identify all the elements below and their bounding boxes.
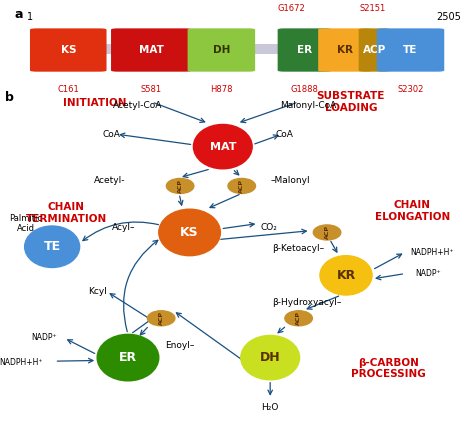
Text: S581: S581	[141, 85, 162, 94]
Ellipse shape	[228, 178, 255, 194]
Text: CoA: CoA	[275, 130, 293, 139]
Text: Palmitic
Acid: Palmitic Acid	[9, 214, 43, 233]
Text: CHAIN
TERMINATION: CHAIN TERMINATION	[26, 202, 107, 224]
Text: NADPH+H⁺: NADPH+H⁺	[0, 358, 43, 367]
FancyBboxPatch shape	[318, 28, 372, 72]
Circle shape	[97, 334, 159, 381]
Text: 1: 1	[27, 12, 33, 22]
Text: TE: TE	[44, 240, 61, 253]
Text: ER: ER	[119, 351, 137, 364]
Text: S2302: S2302	[397, 85, 424, 94]
Text: Acetyl-CoA: Acetyl-CoA	[113, 101, 162, 110]
Circle shape	[193, 124, 252, 169]
Text: Acyl–: Acyl–	[111, 223, 135, 232]
Text: CO₂: CO₂	[261, 223, 278, 232]
Text: β-Hydroxyacyl–: β-Hydroxyacyl–	[273, 298, 342, 307]
Bar	[36, 44, 438, 54]
FancyBboxPatch shape	[111, 28, 192, 72]
Text: S2151: S2151	[359, 4, 385, 13]
Text: DH: DH	[260, 351, 281, 364]
Text: Κcyl: Κcyl	[88, 287, 107, 296]
Text: CHAIN
ELONGATION: CHAIN ELONGATION	[375, 200, 450, 222]
Text: a: a	[14, 8, 23, 21]
Text: MAT: MAT	[139, 45, 164, 55]
Text: NADP⁺: NADP⁺	[31, 333, 57, 342]
Text: H878: H878	[210, 85, 233, 94]
Text: β-Ketoacyl–: β-Ketoacyl–	[273, 244, 325, 253]
FancyBboxPatch shape	[30, 28, 107, 72]
Text: INITIATION: INITIATION	[63, 98, 127, 108]
Circle shape	[320, 256, 372, 295]
Text: ACP: ACP	[296, 311, 301, 325]
Text: –Malonyl: –Malonyl	[270, 176, 310, 185]
Circle shape	[241, 335, 300, 380]
FancyBboxPatch shape	[188, 28, 255, 72]
Text: SUBSTRATE
LOADING: SUBSTRATE LOADING	[317, 91, 385, 113]
Circle shape	[25, 226, 80, 267]
FancyBboxPatch shape	[359, 28, 390, 72]
Text: ACP: ACP	[239, 179, 244, 193]
Text: G1888: G1888	[291, 85, 319, 94]
Text: Enoyl–: Enoyl–	[165, 341, 194, 350]
Text: KR: KR	[337, 45, 353, 55]
Text: DH: DH	[213, 45, 230, 55]
Circle shape	[159, 209, 220, 256]
Text: TE: TE	[403, 45, 418, 55]
Text: ACP: ACP	[178, 179, 182, 193]
Text: H₂O: H₂O	[262, 403, 279, 412]
Ellipse shape	[147, 311, 175, 326]
Text: 2505: 2505	[437, 12, 461, 22]
Text: NADP⁺: NADP⁺	[415, 269, 440, 278]
Ellipse shape	[285, 311, 312, 326]
Text: ACP: ACP	[325, 225, 329, 240]
Text: CoA: CoA	[102, 130, 120, 139]
Text: ACP: ACP	[159, 311, 164, 325]
Text: KS: KS	[180, 226, 199, 239]
Text: Malonyl-CoA: Malonyl-CoA	[280, 101, 336, 110]
Text: G1672: G1672	[277, 4, 305, 13]
Text: MAT: MAT	[210, 142, 236, 152]
FancyBboxPatch shape	[278, 28, 332, 72]
Text: β-CARBON
PROCESSING: β-CARBON PROCESSING	[351, 358, 426, 379]
Text: ER: ER	[297, 45, 312, 55]
FancyBboxPatch shape	[377, 28, 444, 72]
Ellipse shape	[313, 225, 341, 240]
Text: b: b	[5, 91, 14, 104]
Text: KS: KS	[61, 45, 76, 55]
Text: ACP: ACP	[363, 45, 386, 55]
Text: Acetyl-: Acetyl-	[94, 176, 126, 185]
Text: C161: C161	[57, 85, 79, 94]
Text: NADPH+H⁺: NADPH+H⁺	[410, 248, 454, 257]
Ellipse shape	[166, 178, 194, 194]
Text: KR: KR	[337, 269, 356, 282]
